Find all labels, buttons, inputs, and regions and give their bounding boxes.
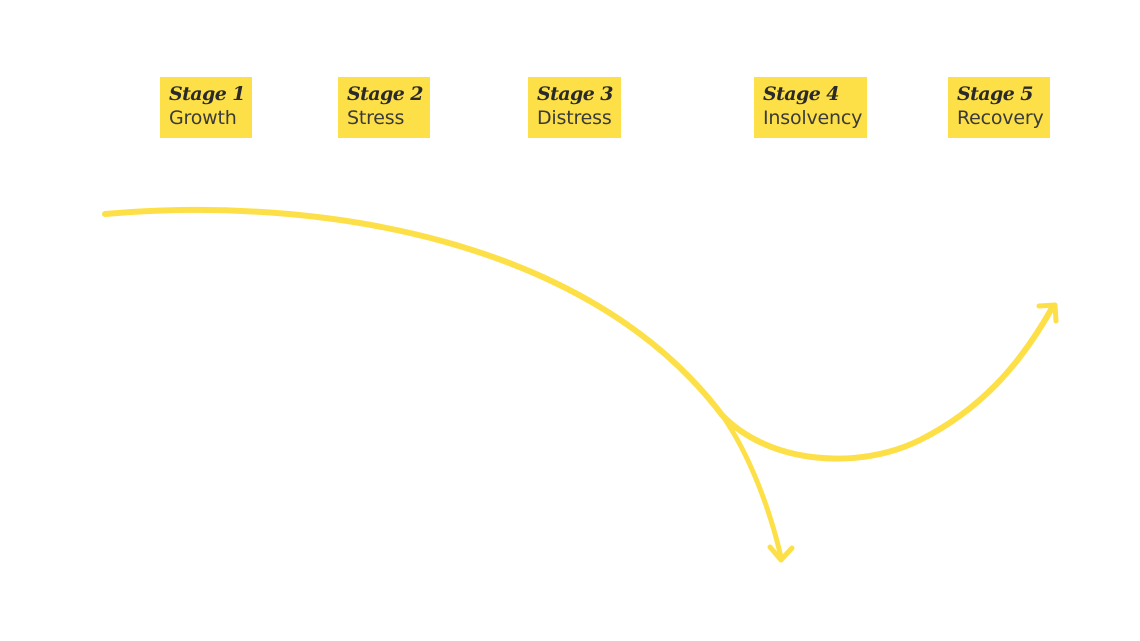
stage-4-title: Stage 4 xyxy=(763,83,839,105)
recovery-branch-curve xyxy=(719,305,1055,462)
stage-5-card: Stage 5 Recovery xyxy=(948,77,1050,138)
stage-5-name: Recovery xyxy=(957,107,1044,129)
stage-1-card: Stage 1 Growth xyxy=(160,77,252,138)
stage-4-card: Stage 4 Insolvency xyxy=(754,77,867,138)
decline-curve xyxy=(102,206,725,418)
stage-1-name: Growth xyxy=(169,107,237,129)
failure-branch-curve xyxy=(719,412,784,560)
stage-3-title: Stage 3 xyxy=(537,83,613,105)
stage-2-name: Stress xyxy=(347,107,405,129)
recovery-arrowhead xyxy=(1036,302,1059,324)
stage-2-card: Stage 2 Stress xyxy=(338,77,430,138)
failure-arrowhead xyxy=(767,544,795,563)
stage-1-title: Stage 1 xyxy=(169,83,245,105)
stage-3-card: Stage 3 Distress xyxy=(528,77,621,138)
stage-2-title: Stage 2 xyxy=(347,83,423,105)
stage-3-name: Distress xyxy=(537,107,612,129)
stage-5-title: Stage 5 xyxy=(957,83,1033,105)
stage-4-name: Insolvency xyxy=(763,107,863,129)
